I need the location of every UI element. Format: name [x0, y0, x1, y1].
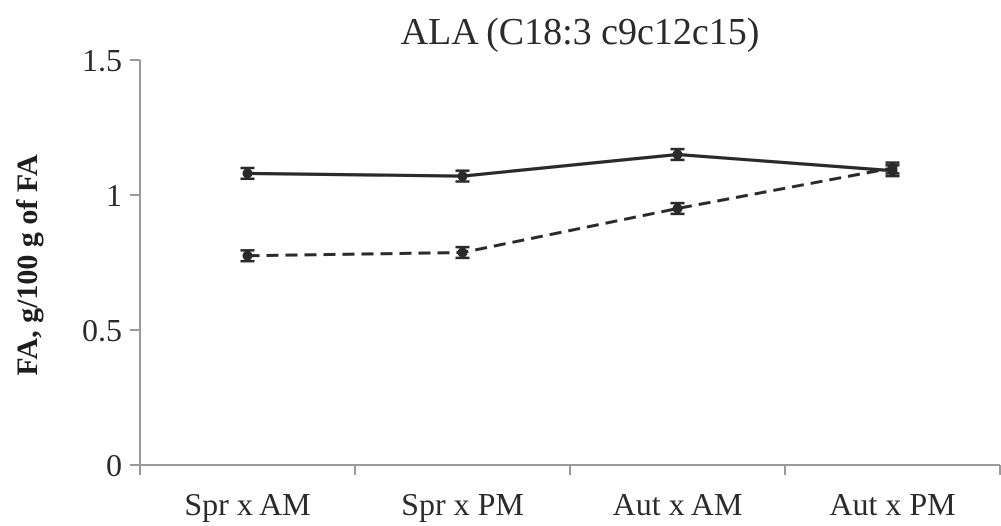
data-point — [457, 171, 468, 182]
x-tick-label: Spr x PM — [401, 486, 524, 522]
data-point — [242, 250, 253, 261]
data-point — [672, 203, 683, 214]
x-tick-label: Aut x AM — [613, 486, 743, 522]
y-tick-label: 0 — [106, 447, 122, 483]
y-tick-label: 0.5 — [82, 312, 122, 348]
y-tick-label: 1 — [106, 177, 122, 213]
series-line-dashed — [247, 166, 893, 258]
data-point — [457, 247, 468, 258]
series-line-solid — [247, 152, 893, 178]
x-tick-label: Spr x AM — [184, 486, 310, 522]
data-point — [242, 168, 253, 179]
chart-title: ALA (C18:3 c9c12c15) — [400, 11, 760, 53]
x-tick-label: Aut x PM — [829, 486, 955, 522]
data-point — [672, 149, 683, 160]
y-tick-label: 1.5 — [82, 42, 122, 78]
data-point — [887, 163, 898, 173]
